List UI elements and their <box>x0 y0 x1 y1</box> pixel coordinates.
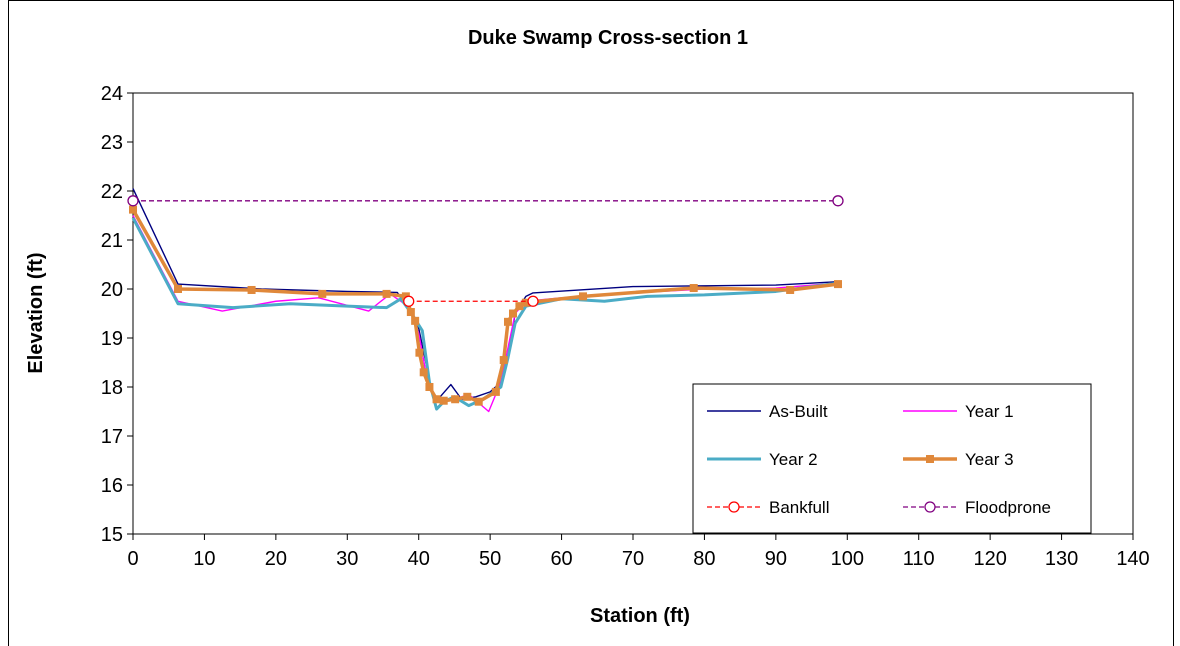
data-point <box>689 284 698 293</box>
series-year-3 <box>129 205 842 406</box>
data-point <box>415 348 424 357</box>
y-tick-label: 20 <box>101 279 123 301</box>
data-point <box>406 308 415 317</box>
legend-item-year-1: Year 1 <box>903 402 1014 421</box>
data-point <box>425 383 434 391</box>
data-point <box>439 396 448 405</box>
data-point <box>499 356 508 365</box>
y-tick-label: 24 <box>101 83 123 105</box>
legend-item-as-built: As-Built <box>707 402 828 421</box>
y-tick-label: 16 <box>101 475 123 497</box>
series-as-built <box>132 188 839 400</box>
y-tick-label: 22 <box>101 181 123 203</box>
y-tick-label: 19 <box>101 328 123 350</box>
data-point <box>318 289 327 298</box>
chart-frame <box>8 0 1174 646</box>
x-tick-label: 140 <box>1116 548 1149 570</box>
legend-item-bankfull: Bankfull <box>707 498 829 517</box>
y-axis-title: Elevation (ft) <box>25 252 47 373</box>
data-point <box>127 195 139 207</box>
x-tick-label: 120 <box>973 548 1006 570</box>
data-point <box>419 368 428 377</box>
y-tick-label: 17 <box>101 426 123 448</box>
data-point <box>403 295 415 307</box>
data-point <box>832 195 844 207</box>
x-tick-label: 100 <box>831 548 864 570</box>
x-tick-label: 70 <box>622 548 644 570</box>
series-bankfull <box>403 295 539 307</box>
data-point <box>579 292 587 301</box>
data-point <box>451 395 460 404</box>
data-point <box>382 289 391 298</box>
data-point <box>247 285 256 294</box>
x-tick-label: 80 <box>693 548 715 570</box>
y-tick-label: 21 <box>101 230 123 252</box>
x-tick-label: 40 <box>408 548 430 570</box>
series-layer <box>127 188 844 413</box>
data-point <box>504 317 512 326</box>
legend-label: Floodprone <box>965 498 1051 517</box>
y-tick-label: 15 <box>101 524 123 546</box>
series-floodprone <box>127 195 844 207</box>
data-point <box>463 392 472 401</box>
x-tick-label: 0 <box>127 548 138 570</box>
y-tick-label: 18 <box>101 377 123 399</box>
legend-item-year-2: Year 2 <box>707 450 818 469</box>
data-point <box>474 397 483 406</box>
data-point <box>129 205 137 214</box>
x-tick-label: 90 <box>765 548 787 570</box>
data-point <box>509 309 517 318</box>
legend-marker <box>926 455 934 463</box>
x-axis-title: Station (ft) <box>590 605 690 627</box>
legend-label: As-Built <box>769 402 828 421</box>
legend: As-Built Year 1 Year 2 Year 3 Bankfull Floodp… <box>692 383 1092 534</box>
legend-item-year-3: Year 3 <box>903 450 1014 469</box>
x-tick-label: 10 <box>193 548 215 570</box>
legend-label: Year 3 <box>965 450 1014 469</box>
data-point <box>834 280 842 289</box>
x-tick-label: 130 <box>1045 548 1078 570</box>
legend-label: Year 2 <box>769 450 818 469</box>
data-point <box>411 316 420 325</box>
chart-title: Duke Swamp Cross-section 1 <box>468 27 748 49</box>
x-tick-label: 50 <box>479 548 501 570</box>
data-point <box>432 395 441 404</box>
legend-marker <box>924 501 936 513</box>
legend-item-floodprone: Floodprone <box>903 498 1051 517</box>
data-point <box>786 285 795 294</box>
legend-label: Bankfull <box>769 498 829 517</box>
x-tick-label: 20 <box>265 548 287 570</box>
series-line-as-built <box>132 188 839 400</box>
legend-label: Year 1 <box>965 402 1014 421</box>
data-point <box>174 285 182 293</box>
x-tick-label: 60 <box>550 548 572 570</box>
y-tick-label: 23 <box>101 132 123 154</box>
legend-marker <box>728 501 740 513</box>
axis-ticks: 0 10 20 30 40 50 60 70 80 90 100 110 120 130 140 15 16 17… <box>101 83 1150 570</box>
x-tick-label: 30 <box>336 548 358 570</box>
data-point <box>527 295 539 307</box>
x-tick-label: 110 <box>903 548 935 570</box>
data-point <box>491 387 500 396</box>
